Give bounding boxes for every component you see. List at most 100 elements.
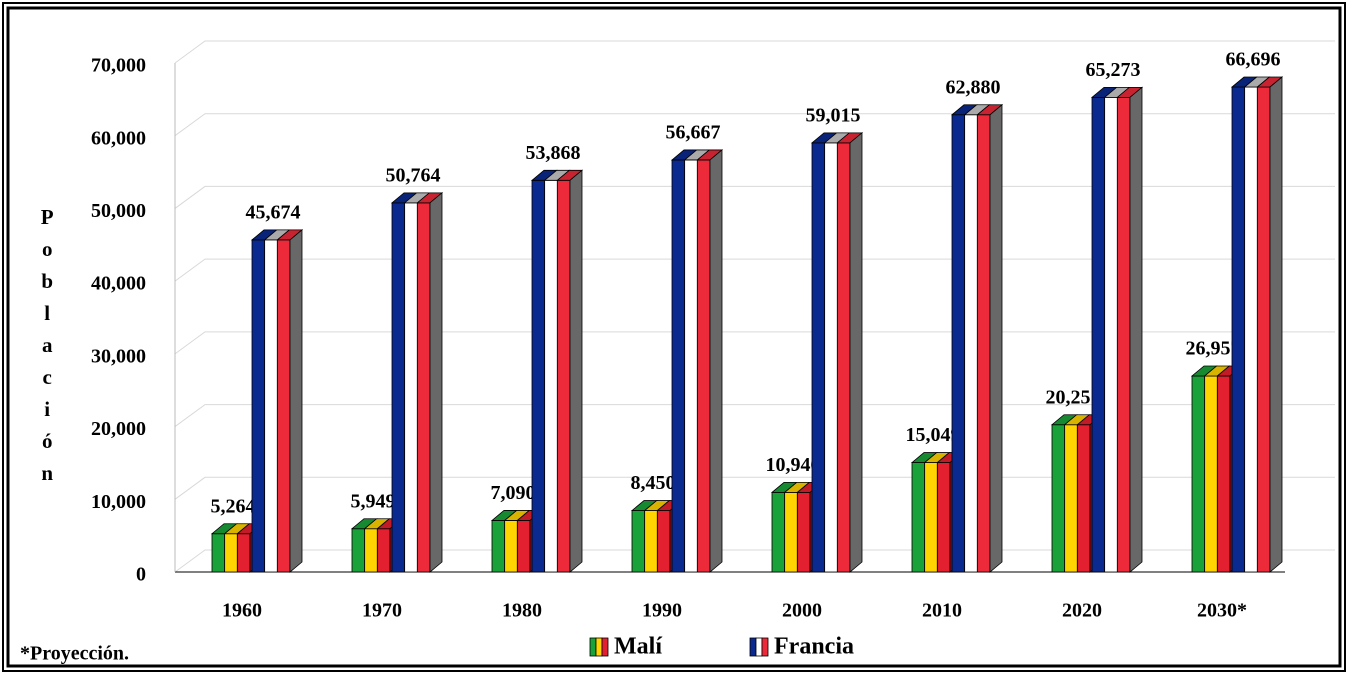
bar-stripe: [236, 533, 251, 573]
bar-stripe: [796, 492, 811, 573]
bar-stripe: [684, 159, 698, 573]
bar-stripe: [544, 179, 558, 573]
bar: [1230, 76, 1284, 573]
bar-stripe: [784, 492, 798, 573]
x-tick-label: 2010: [922, 600, 962, 622]
bar-stripe: [964, 114, 978, 573]
bar-side: [709, 149, 723, 573]
x-tick-label: 1990: [642, 600, 682, 622]
note: *Proyección.: [20, 643, 129, 665]
value-label: 8,450: [631, 472, 676, 494]
y-tick-label: 0: [136, 564, 146, 586]
legend-swatch: [749, 637, 769, 657]
bar-stripe: [556, 179, 571, 573]
grid-line: [174, 331, 1335, 355]
y-tick-label: 20,000: [91, 418, 146, 440]
legend-label: Malí: [614, 634, 662, 660]
bar-stripe: [351, 528, 366, 573]
bar-stripe: [364, 528, 378, 573]
bar-stripe: [491, 520, 506, 573]
bar-side: [569, 169, 583, 573]
bar: [250, 229, 304, 573]
bar-stripe: [1244, 86, 1258, 573]
value-label: 7,090: [491, 482, 536, 504]
legend-stripe: [589, 637, 597, 657]
bar-stripe: [516, 520, 531, 573]
bar-stripe: [391, 202, 406, 573]
value-label: 56,667: [666, 122, 721, 144]
bar-stripe: [976, 114, 991, 573]
bar-stripe: [1191, 375, 1206, 573]
y-tick-label: 30,000: [91, 345, 146, 367]
bar-stripe: [696, 159, 711, 573]
bar-side: [849, 132, 863, 573]
bar-stripe: [276, 239, 291, 573]
y-tick-label: 60,000: [91, 127, 146, 149]
bar-stripe: [631, 510, 646, 573]
legend-stripe: [595, 637, 603, 657]
bar: [810, 132, 864, 573]
value-label: 10,946: [766, 454, 821, 476]
bar: [670, 149, 724, 573]
bar-stripe: [656, 510, 671, 573]
value-label: 45,674: [246, 201, 301, 223]
bar-side: [989, 103, 1003, 573]
value-label: 5,949: [351, 490, 396, 512]
legend-stripe: [749, 637, 757, 657]
bar-stripe: [911, 462, 926, 573]
bar: [950, 103, 1004, 573]
bar-stripe: [936, 462, 951, 573]
bar-stripe: [531, 179, 546, 573]
bar-stripe: [811, 142, 826, 573]
grid-line: [174, 549, 1335, 573]
bar-stripe: [504, 520, 518, 573]
grid-line: [174, 113, 1335, 137]
bar-stripe: [1256, 86, 1271, 573]
value-label: 50,764: [386, 164, 441, 186]
value-label: 65,273: [1086, 59, 1141, 81]
bar-stripe: [264, 239, 278, 573]
legend-label: Francia: [774, 634, 854, 660]
y-tick-label: 40,000: [91, 273, 146, 295]
bar-stripe: [1104, 96, 1118, 573]
bar-stripe: [1116, 96, 1131, 573]
bar-stripe: [1204, 375, 1218, 573]
x-tick-label: 1980: [502, 600, 542, 622]
legend-swatch: [589, 637, 609, 657]
x-tick-label: 1960: [222, 600, 262, 622]
grid-line: [174, 40, 1335, 64]
y-axis-label: Población: [35, 205, 59, 493]
value-label: 20,251: [1046, 386, 1101, 408]
legend-stripe: [755, 637, 763, 657]
x-tick-label: 2020: [1062, 600, 1102, 622]
bar-stripe: [376, 528, 391, 573]
bar-stripe: [771, 492, 786, 573]
bar-stripe: [836, 142, 851, 573]
bar: [390, 192, 444, 573]
grid-line: [174, 404, 1335, 427]
value-label: 26,957: [1186, 338, 1241, 360]
bar-stripe: [404, 202, 418, 573]
bar-side: [289, 229, 303, 573]
bar-stripe: [224, 533, 238, 573]
bar-stripe: [1051, 424, 1066, 573]
x-tick-label: 1970: [362, 600, 402, 622]
y-tick-label: 10,000: [91, 491, 146, 513]
bar-stripe: [1216, 375, 1231, 573]
grid-line: [174, 476, 1335, 500]
bar-stripe: [1231, 86, 1246, 573]
bar-side: [429, 192, 443, 573]
bar-stripe: [671, 159, 686, 573]
bar-stripe: [1091, 96, 1106, 573]
bar-stripe: [824, 142, 838, 573]
legend-stripe: [761, 637, 769, 657]
grid-line: [174, 185, 1335, 209]
bar-stripe: [211, 533, 226, 573]
bar-stripe: [644, 510, 658, 573]
value-label: 66,696: [1226, 49, 1281, 71]
value-label: 62,880: [946, 76, 1001, 98]
bar-side: [1129, 86, 1143, 573]
bar: [530, 169, 584, 573]
